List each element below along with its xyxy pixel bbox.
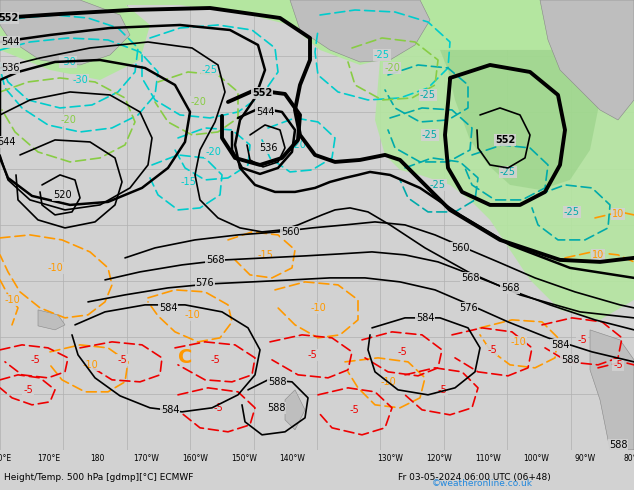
Text: -5: -5: [437, 385, 447, 395]
Text: -5: -5: [613, 360, 623, 370]
Text: 588: 588: [609, 440, 627, 450]
Text: 584: 584: [551, 340, 569, 350]
Text: 552: 552: [0, 13, 18, 23]
Text: -10: -10: [4, 295, 20, 305]
Text: ©weatheronline.co.uk: ©weatheronline.co.uk: [432, 479, 533, 488]
Text: -30: -30: [60, 57, 76, 67]
Text: 584: 584: [161, 405, 179, 415]
Text: -5: -5: [210, 355, 220, 365]
Text: -25: -25: [564, 207, 580, 217]
Text: 170°E: 170°E: [37, 454, 60, 463]
Polygon shape: [0, 0, 634, 50]
Text: 588: 588: [560, 355, 579, 365]
Text: -10: -10: [82, 360, 98, 370]
Text: -5: -5: [487, 345, 497, 355]
Text: -5: -5: [213, 403, 223, 413]
Text: Fr 03-05-2024 06:00 UTC (06+48): Fr 03-05-2024 06:00 UTC (06+48): [398, 473, 551, 483]
Text: -5: -5: [349, 405, 359, 415]
Text: 544: 544: [256, 107, 275, 117]
Text: -15: -15: [257, 250, 273, 260]
Text: 170°W: 170°W: [133, 454, 159, 463]
Text: 552: 552: [495, 135, 515, 145]
Text: -10: -10: [510, 337, 526, 347]
Polygon shape: [280, 0, 430, 65]
Polygon shape: [0, 0, 150, 80]
Text: 140°W: 140°W: [280, 454, 306, 463]
Text: -25: -25: [202, 65, 218, 75]
Text: -25: -25: [374, 50, 390, 60]
Polygon shape: [290, 0, 430, 62]
Text: 544: 544: [1, 37, 19, 47]
Text: C: C: [178, 348, 192, 368]
Text: 110°W: 110°W: [475, 454, 501, 463]
Polygon shape: [540, 0, 634, 120]
Polygon shape: [590, 330, 634, 450]
Text: Height/Temp. 500 hPa [gdmp][°C] ECMWF: Height/Temp. 500 hPa [gdmp][°C] ECMWF: [4, 473, 193, 483]
Text: -25: -25: [420, 90, 436, 100]
Text: 568: 568: [461, 273, 479, 283]
Text: -25: -25: [500, 167, 516, 177]
Text: 90°W: 90°W: [574, 454, 596, 463]
Text: 130°W: 130°W: [377, 454, 403, 463]
Text: 584: 584: [416, 313, 434, 323]
Text: -10: -10: [47, 263, 63, 273]
Text: 120°W: 120°W: [426, 454, 452, 463]
Text: 584: 584: [158, 303, 178, 313]
Text: -20: -20: [60, 115, 76, 125]
Text: 576: 576: [196, 278, 214, 288]
Polygon shape: [38, 310, 65, 330]
Text: 576: 576: [458, 303, 477, 313]
Text: -5: -5: [577, 335, 587, 345]
Polygon shape: [375, 0, 634, 320]
Text: 544: 544: [0, 137, 15, 147]
Text: -5: -5: [30, 355, 40, 365]
Text: -10: -10: [310, 303, 326, 313]
Text: -20: -20: [205, 147, 221, 157]
Text: -10: -10: [380, 377, 396, 387]
Text: 560: 560: [281, 227, 299, 237]
Text: -5: -5: [397, 347, 407, 357]
Text: 560: 560: [451, 243, 469, 253]
Text: 80°W: 80°W: [623, 454, 634, 463]
Text: -25: -25: [422, 130, 438, 140]
Text: 160°W: 160°W: [182, 454, 208, 463]
Text: 150°W: 150°W: [231, 454, 257, 463]
Text: -15: -15: [180, 177, 196, 187]
Text: -5: -5: [23, 385, 33, 395]
Text: 536: 536: [259, 143, 277, 153]
Polygon shape: [0, 0, 130, 65]
Text: 588: 588: [268, 377, 286, 387]
Text: -30: -30: [72, 75, 88, 85]
Text: -10: -10: [184, 310, 200, 320]
Polygon shape: [285, 390, 305, 430]
Text: -5: -5: [117, 355, 127, 365]
Text: 180: 180: [91, 454, 105, 463]
Text: 160°E: 160°E: [0, 454, 11, 463]
Polygon shape: [440, 50, 600, 190]
Text: 552: 552: [252, 88, 272, 98]
Text: -20: -20: [190, 97, 206, 107]
Text: -20: -20: [290, 140, 306, 150]
Text: -5: -5: [307, 350, 317, 360]
Text: 568: 568: [501, 283, 519, 293]
Text: 536: 536: [1, 63, 19, 73]
Text: -25: -25: [430, 180, 446, 190]
Text: 10: 10: [612, 209, 624, 219]
Text: 520: 520: [53, 190, 71, 200]
Text: 10: 10: [592, 250, 604, 260]
Text: 588: 588: [267, 403, 285, 413]
Text: -20: -20: [384, 63, 400, 73]
Text: 568: 568: [206, 255, 224, 265]
Text: 100°W: 100°W: [524, 454, 550, 463]
